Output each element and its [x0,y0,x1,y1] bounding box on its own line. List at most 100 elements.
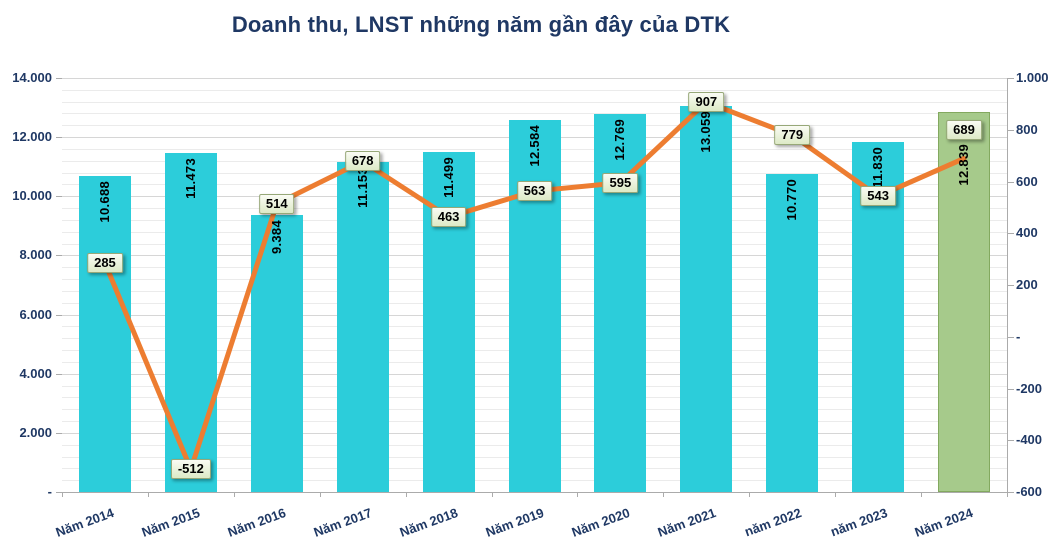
right-axis-label: 800 [1016,121,1038,137]
x-axis-tick [835,492,837,497]
bar-value-label: 12.769 [612,119,628,161]
right-axis-tick [1007,440,1014,442]
x-axis-category: Năm 2021 [652,504,717,540]
x-axis-tick [147,492,149,497]
left-axis-label: - [47,484,52,499]
left-axis-tick [56,137,62,139]
lnst-value-label: 563 [516,181,553,202]
x-axis-category-label: Năm 2015 [139,505,203,540]
x-axis-category-label: năm 2023 [828,505,890,540]
left-axis-tick [56,78,62,79]
x-axis-category-label: năm 2022 [742,505,804,540]
x-axis-tick [921,492,923,497]
x-axis-category: Năm 2020 [566,504,631,540]
gridline-minor [62,101,1007,103]
right-axis-label: - [1016,328,1021,344]
bar-value-label: 11.473 [182,157,198,199]
bar-value-label: 9.384 [268,219,284,254]
revenue-bar-2016 [250,214,303,492]
bar-value-label: 11.153 [354,167,370,209]
left-axis-label: 8.000 [19,247,52,263]
right-axis-tick [1007,129,1014,131]
gridline-major [62,78,1007,79]
x-axis-category-label: Năm 2014 [53,505,117,540]
x-axis-tick [1007,492,1008,497]
right-axis-label: -400 [1016,432,1043,448]
right-axis-tick [1007,336,1014,338]
x-axis-category-label: Năm 2020 [569,505,632,540]
x-axis-category-label: Năm 2019 [483,505,546,540]
x-axis-tick [319,492,321,497]
x-axis-category-label: Năm 2021 [655,505,718,540]
bar-value-label: 12.839 [956,144,972,186]
left-axis-label: 6.000 [19,306,52,322]
left-axis-label: 2.000 [19,424,52,440]
right-axis-label: 400 [1016,225,1038,241]
left-axis-tick [56,492,62,493]
left-axis-label: 14.000 [12,70,52,85]
x-axis-category: Năm 2016 [222,504,288,540]
x-axis-category-label: Năm 2016 [225,505,288,540]
bar-value-label: 10.688 [96,180,112,223]
x-axis-line [62,492,1007,493]
left-axis-tick [56,196,62,198]
left-axis-label: 4.000 [19,365,52,381]
x-axis-category: Năm 2018 [394,504,460,540]
bar-value-label: 13.059 [698,110,714,153]
revenue-bar-2014 [78,175,131,492]
revenue-bar-2017 [336,162,389,492]
lnst-value-label: -512 [170,459,211,480]
left-axis-tick [56,432,62,434]
x-axis-tick [405,492,407,497]
x-axis-category: năm 2022 [739,504,804,539]
revenue-bar-2018 [422,151,475,492]
right-axis-tick [1007,78,1014,79]
gridline-minor [62,113,1007,115]
left-axis-label: 10.000 [12,188,52,204]
right-axis-tick [1007,492,1014,493]
right-axis-tick [1007,285,1014,286]
x-axis-category: Năm 2015 [136,504,202,540]
lnst-value-label: 543 [860,186,896,207]
bar-value-label: 11.499 [440,156,456,198]
x-axis-category: Năm 2024 [909,504,975,540]
x-axis-category: Năm 2019 [480,504,545,540]
right-axis-tick [1007,181,1014,183]
right-axis-label: -200 [1016,380,1043,396]
left-axis-tick [56,373,62,375]
x-axis-category: năm 2023 [825,504,889,539]
chart-title: Doanh thu, LNST những năm gần đây của DT… [231,12,731,37]
bar-value-label: 10.770 [784,178,800,221]
right-axis-tick [1007,233,1014,235]
lnst-value-label: 463 [430,206,467,227]
revenue-bar-2019 [508,119,561,492]
gridline-minor [62,89,1007,91]
right-axis-label: 600 [1016,173,1038,189]
lnst-value-label: 285 [87,253,123,273]
x-axis-tick [233,492,235,497]
lnst-value-label: 907 [688,92,725,113]
left-axis-tick [56,255,62,257]
revenue-bar-2020 [594,114,647,492]
x-axis-tick [62,492,63,497]
left-axis-label: 12.000 [12,129,52,145]
left-axis-tick [56,314,62,316]
x-axis-tick [663,492,665,497]
right-axis-label: 200 [1016,277,1038,292]
lnst-value-label: 678 [344,151,381,172]
revenue-bar-2015 [164,152,217,492]
bar-value-label: 11.830 [870,147,886,189]
lnst-value-label: 689 [946,120,982,141]
lnst-value-label: 595 [602,172,639,193]
x-axis-category-label: Năm 2024 [912,505,976,540]
x-axis-tick [577,492,579,497]
revenue-bar-2021 [680,105,733,492]
x-axis-category: Năm 2014 [50,504,116,540]
x-axis-category-label: Năm 2018 [397,505,460,540]
right-axis-label: 1.000 [1016,70,1049,85]
lnst-value-label: 514 [258,193,295,214]
x-axis-category-label: Năm 2017 [311,505,374,540]
x-axis-category: Năm 2017 [308,504,374,540]
x-axis-tick [491,492,493,497]
